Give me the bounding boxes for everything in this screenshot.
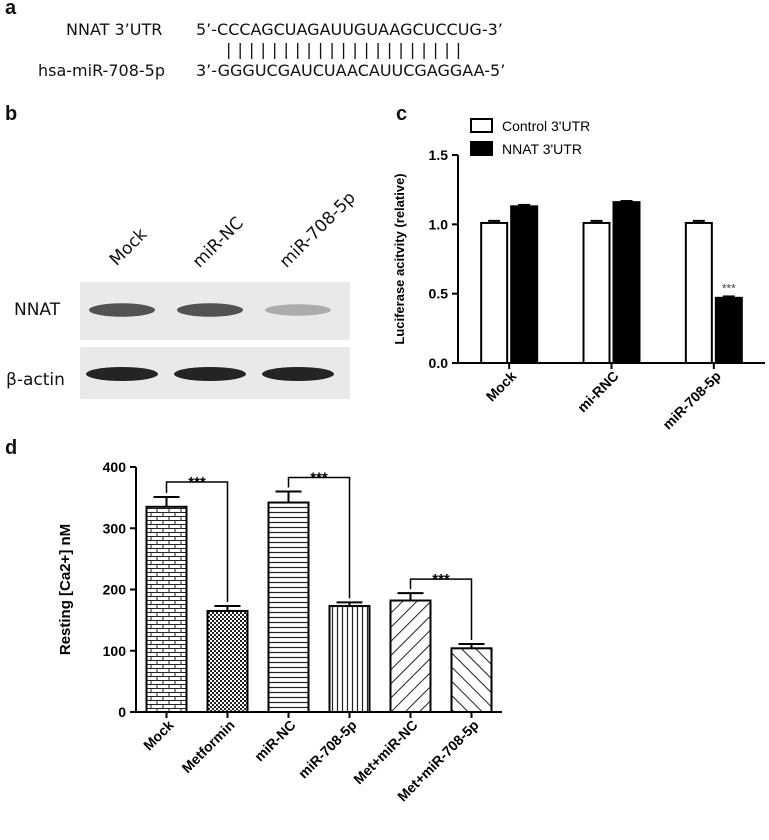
- blot-row-label-nnat: NNAT: [14, 300, 61, 320]
- x-tick-label: Mock: [483, 368, 520, 405]
- y-tick-label: 100: [103, 643, 127, 659]
- legend-label: Control 3'UTR: [502, 118, 590, 134]
- bar: [450, 647, 493, 714]
- y-tick-label: 1.0: [429, 216, 449, 232]
- bar: [480, 221, 509, 364]
- panel-c-letter: c: [396, 103, 408, 125]
- x-tick-label: Mock: [140, 717, 177, 754]
- panel-a-letter: a: [5, 0, 17, 19]
- bar: [328, 605, 371, 714]
- significance-marker: ***: [310, 470, 328, 487]
- nnat-utr-sequence: 5’-CCCAGCUAGAUUGUAAGCUCCUG-3’: [196, 20, 503, 39]
- significance-marker: ***: [432, 571, 450, 588]
- nnat-band: [89, 303, 155, 317]
- legend-label: NNAT 3'UTR: [502, 141, 582, 157]
- bar: [714, 296, 743, 364]
- lane-label-mock: Mock: [105, 224, 152, 270]
- bar: [582, 221, 611, 364]
- y-tick-label: 400: [103, 459, 127, 475]
- bar: [612, 201, 641, 364]
- nnat-bands: [89, 303, 331, 317]
- mirna-sequence: 3’-GGGUCGAUCUAACAUUCGAGGAA-5’: [196, 61, 506, 80]
- bar: [389, 599, 432, 713]
- actin-blot-strip: [80, 347, 350, 399]
- actin-bands: [86, 367, 334, 381]
- significance-marker: ***: [188, 474, 206, 491]
- x-tick-label: Metformin: [178, 717, 237, 776]
- actin-band: [174, 367, 246, 381]
- nnat-blot-strip: [80, 282, 350, 340]
- actin-band: [86, 367, 158, 381]
- blot-row-label-actin: β-actin: [6, 370, 65, 390]
- y-axis-label: Resting [Ca2+] nM: [57, 524, 74, 655]
- significance-bracket: [165, 481, 229, 603]
- bar: [206, 609, 249, 713]
- chart-d: 0 100 200 300 400 Resting [Ca2+] nM Mock Metfor…: [57, 459, 502, 804]
- y-tick-label: 200: [103, 582, 127, 598]
- chart-c: 0.0 0.5 1.0 1.5 Luciferase acitvity (relativ…: [392, 118, 765, 433]
- bar: [684, 221, 713, 364]
- panel-d-letter: d: [5, 437, 18, 459]
- y-tick-label: 0.0: [429, 355, 449, 371]
- x-tick-label: miR-NC: [251, 717, 299, 765]
- bar: [267, 501, 310, 714]
- significance-marker: ***: [722, 281, 736, 295]
- x-tick-label: miR-708-5p: [659, 368, 724, 433]
- y-tick-label: 0: [118, 704, 126, 720]
- y-tick-label: 300: [103, 520, 127, 536]
- bar: [145, 505, 188, 713]
- mirna-label: hsa-miR-708-5p: [38, 61, 165, 80]
- x-tick-label: miR-708-5p: [295, 717, 360, 782]
- y-tick-label: 1.5: [429, 147, 449, 163]
- y-axis-label: Luciferase acitvity (relative): [392, 173, 407, 344]
- significance-bracket: [287, 476, 351, 599]
- lane-label-mirnc: miR-NC: [188, 213, 248, 272]
- bar: [510, 205, 539, 364]
- nnat-band: [265, 304, 331, 316]
- significance-bracket: [409, 578, 473, 641]
- panel-b-letter: b: [5, 103, 18, 125]
- legend-swatch: [470, 141, 493, 156]
- x-tick-label: mi-RNC: [574, 368, 622, 416]
- actin-band: [262, 367, 334, 381]
- base-pairing-lines: |||||||||||||||||||||: [226, 40, 468, 59]
- nnat-utr-label: NNAT 3’UTR: [66, 20, 163, 39]
- y-tick-label: 0.5: [429, 286, 449, 302]
- legend-swatch: [470, 118, 493, 133]
- lane-label-mir708: miR-708-5p: [275, 188, 360, 272]
- nnat-band: [177, 303, 243, 317]
